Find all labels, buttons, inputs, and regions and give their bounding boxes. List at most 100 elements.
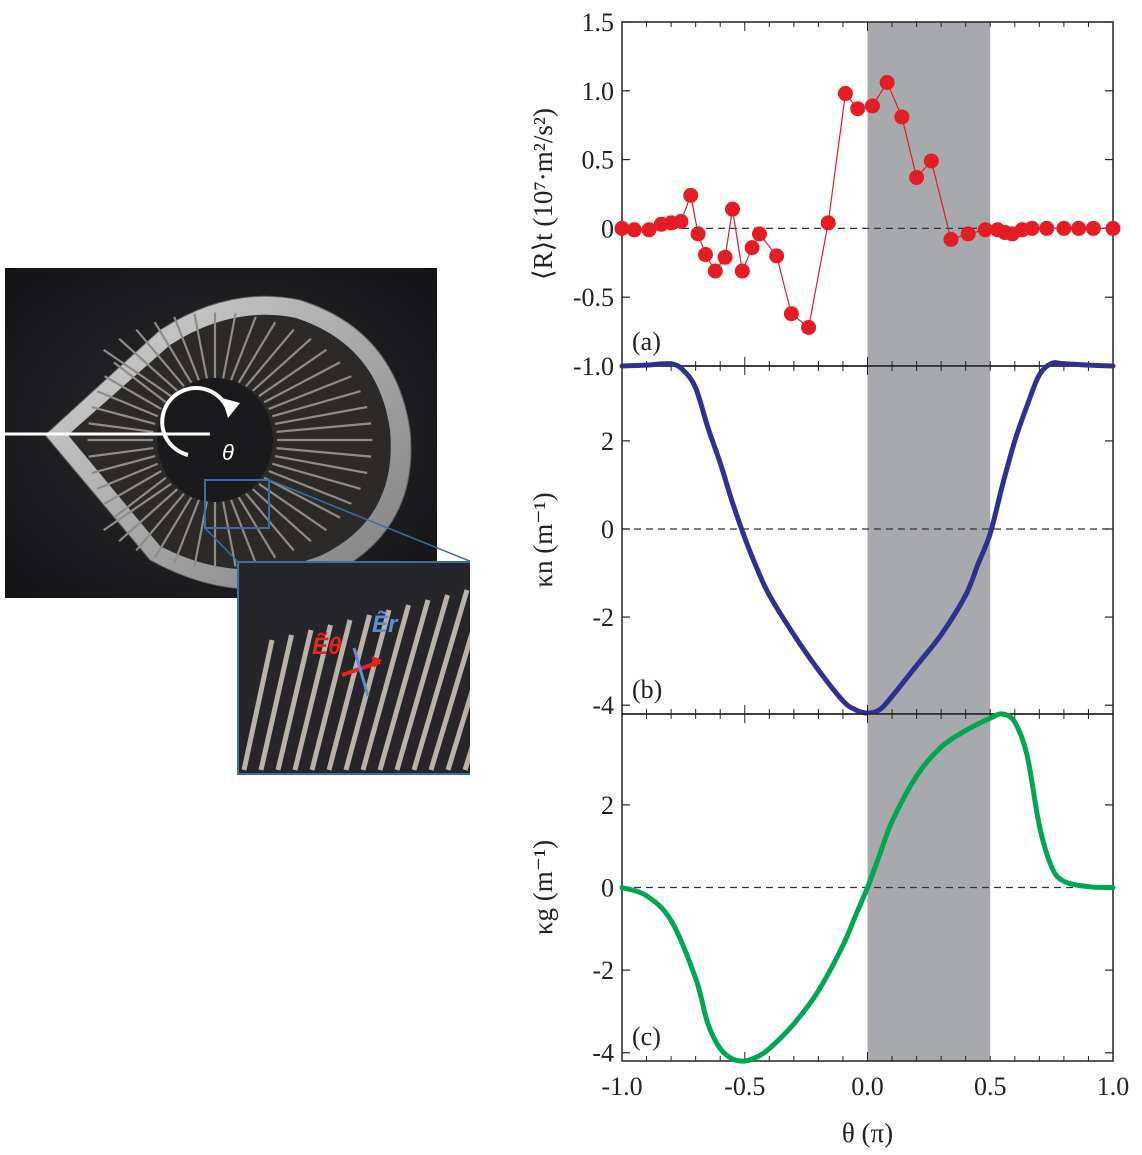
data-point bbox=[894, 109, 910, 125]
y-tick-label: -4 bbox=[592, 1039, 614, 1068]
probe-rod bbox=[118, 488, 178, 542]
probe-rod bbox=[230, 316, 257, 381]
data-point bbox=[783, 306, 799, 322]
probe-rod bbox=[153, 496, 193, 559]
inset-rod bbox=[360, 604, 411, 771]
y-tick-label: 2 bbox=[601, 791, 614, 820]
data-point bbox=[717, 249, 733, 265]
probe-rod bbox=[271, 390, 361, 418]
y-tick-label: 0 bbox=[601, 874, 614, 903]
e-r-label: Ẽr bbox=[372, 610, 399, 638]
data-point bbox=[820, 215, 836, 231]
y-tick-label: 0 bbox=[601, 214, 614, 243]
data-point bbox=[909, 169, 925, 185]
photo-main: θ bbox=[5, 268, 470, 598]
photo-inset: Ẽθ Ẽr bbox=[237, 561, 470, 775]
data-point bbox=[683, 187, 699, 203]
data-point bbox=[769, 248, 785, 264]
data-point bbox=[1024, 220, 1040, 236]
probe-rod bbox=[91, 454, 156, 475]
theta-label: θ bbox=[222, 440, 234, 465]
data-point bbox=[744, 240, 760, 256]
data-point bbox=[837, 86, 853, 102]
series-curve bbox=[619, 711, 1116, 1064]
panel-label: (c) bbox=[632, 1022, 661, 1051]
x-axis-title: θ (π) bbox=[842, 1118, 893, 1148]
probe-rod bbox=[258, 482, 327, 532]
y-tick-label: 0.5 bbox=[582, 146, 615, 175]
panel-c: -4 -2 0 2 (c) κg (m⁻¹) -1.0 -0.5 0.0 0.5 1.0 θ (π) bbox=[528, 711, 1129, 1148]
probe-rod bbox=[113, 361, 167, 404]
probe-rod bbox=[274, 454, 368, 475]
data-point bbox=[1085, 220, 1101, 236]
x-tick-label: -0.5 bbox=[724, 1072, 765, 1101]
data-point bbox=[641, 222, 657, 238]
inset-rod bbox=[428, 631, 470, 771]
inset-rod bbox=[241, 639, 275, 771]
probe-rod bbox=[276, 446, 372, 458]
center-disk bbox=[157, 378, 273, 502]
zoom-box bbox=[204, 479, 270, 529]
x-tick-label: 0.5 bbox=[974, 1072, 1007, 1101]
y-tick-label: 0 bbox=[601, 515, 614, 544]
inset-rod bbox=[309, 619, 353, 771]
data-point bbox=[734, 263, 750, 279]
data-point bbox=[724, 201, 740, 217]
zoom-line-right bbox=[268, 479, 470, 563]
probe-rod bbox=[271, 462, 361, 490]
inset-rod bbox=[326, 614, 372, 771]
probe-rod bbox=[88, 447, 154, 458]
data-point bbox=[801, 319, 817, 335]
probe-rod bbox=[104, 470, 162, 505]
panel-label: (b) bbox=[632, 675, 662, 704]
data-point bbox=[943, 231, 959, 247]
probe-rod bbox=[153, 321, 193, 384]
rotation-arrowhead-icon bbox=[222, 398, 240, 418]
probe-rod bbox=[96, 462, 159, 490]
y-tick-label: -2 bbox=[592, 956, 614, 985]
probe-rods bbox=[87, 312, 373, 568]
probe-rod bbox=[245, 328, 295, 388]
data-point bbox=[614, 220, 630, 236]
data-point bbox=[850, 101, 866, 117]
inset-rod bbox=[292, 624, 333, 771]
data-point bbox=[707, 263, 723, 279]
probe-rod bbox=[274, 405, 368, 426]
device-photo: θ Ẽθ Ẽr bbox=[5, 268, 470, 775]
shaded-region bbox=[867, 366, 991, 714]
probe-rod bbox=[276, 422, 372, 434]
shaded-region bbox=[867, 22, 991, 366]
probe-rod bbox=[103, 482, 172, 532]
data-point bbox=[626, 222, 642, 238]
probe-rod bbox=[230, 499, 257, 564]
inset-rod bbox=[275, 629, 314, 771]
probe-rod bbox=[103, 348, 172, 398]
probe-rod bbox=[263, 476, 341, 519]
probe-rod bbox=[135, 328, 185, 388]
inset-rod bbox=[258, 634, 294, 771]
probe-rod bbox=[173, 499, 200, 564]
probe-rod bbox=[96, 390, 159, 418]
y-tick-label: -1.0 bbox=[573, 352, 614, 381]
data-point bbox=[977, 222, 993, 238]
e-theta-label: Ẽθ bbox=[312, 632, 341, 660]
data-point bbox=[751, 226, 767, 242]
e-theta-arrowhead-icon bbox=[372, 656, 382, 668]
y-tick-label: 2 bbox=[601, 427, 614, 456]
panel-label: (a) bbox=[632, 327, 661, 356]
zoom-line-left bbox=[204, 527, 239, 563]
probe-rod bbox=[104, 375, 162, 410]
inset-rod bbox=[445, 689, 470, 771]
y-tick-label: -2 bbox=[592, 603, 614, 632]
rotation-arrow-icon bbox=[160, 386, 230, 457]
x-tick-label: -1.0 bbox=[601, 1072, 642, 1101]
panel-b: -4 -2 0 2 (b) κn (m⁻¹) bbox=[528, 360, 1116, 720]
probe-rod bbox=[237, 321, 277, 384]
data-point bbox=[1071, 220, 1087, 236]
data-point bbox=[960, 226, 976, 242]
probe-rod bbox=[252, 488, 312, 542]
y-axis-title: κg (m⁻¹) bbox=[528, 840, 558, 935]
probe-rod bbox=[193, 313, 208, 379]
x-tick-label: 0.0 bbox=[851, 1072, 884, 1101]
probe-rod bbox=[263, 361, 341, 404]
